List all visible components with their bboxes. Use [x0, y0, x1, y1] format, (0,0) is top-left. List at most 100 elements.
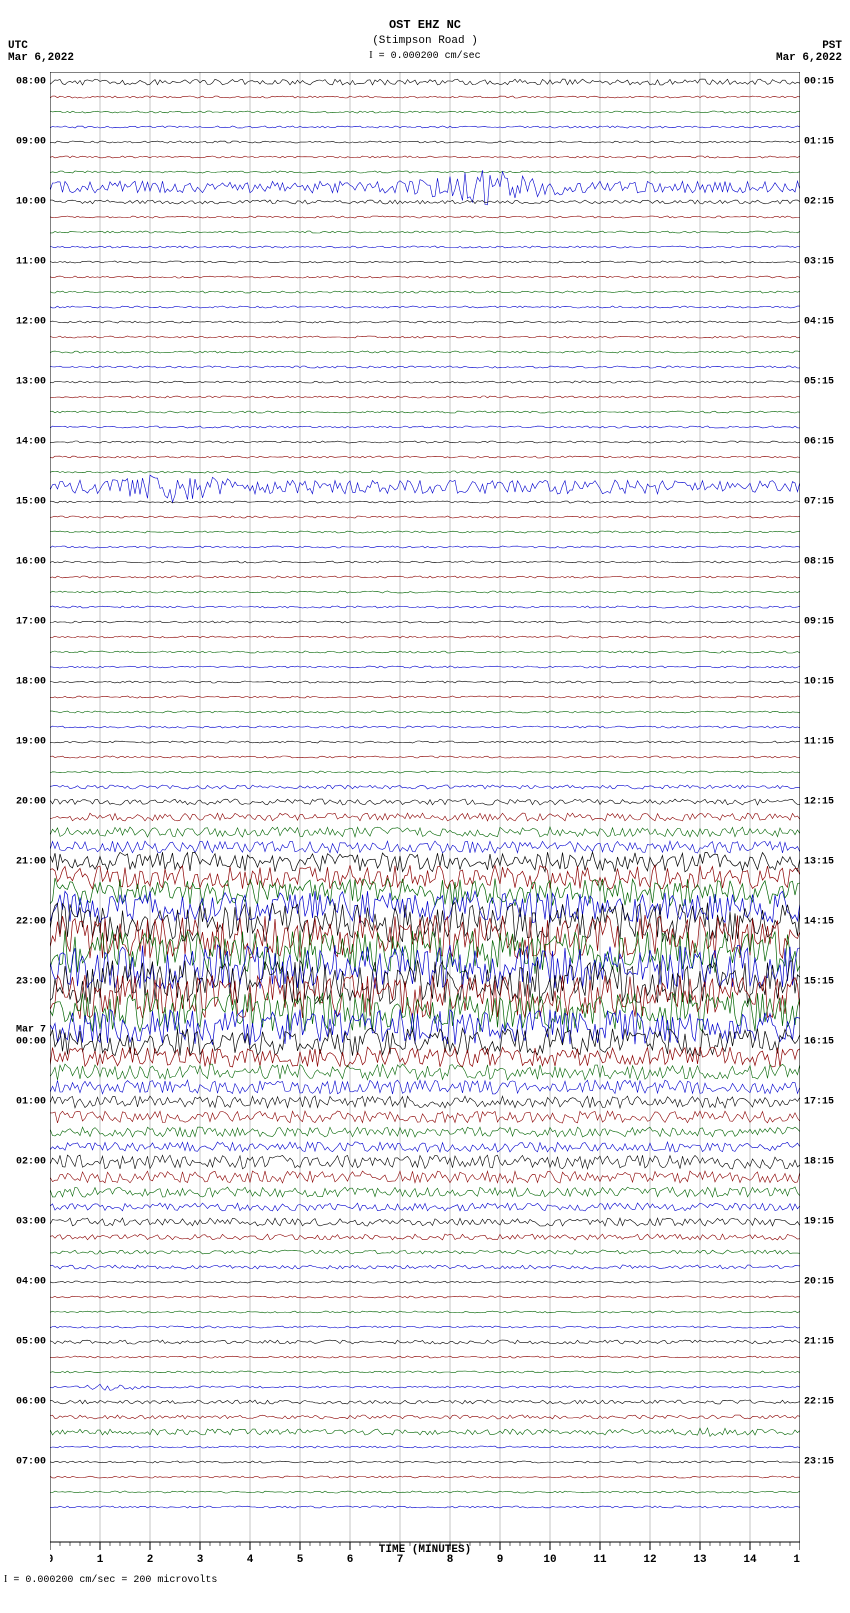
utc-hour-label: 21:00 [16, 856, 46, 867]
seismic-trace [50, 1461, 800, 1463]
pst-hour-label: 13:15 [804, 856, 834, 867]
date-right-label: Mar 6,2022 [776, 52, 842, 64]
seismic-trace [50, 1203, 800, 1211]
seismic-trace [50, 276, 800, 278]
seismic-trace [50, 651, 800, 653]
seismic-trace [50, 636, 800, 638]
svg-text:3: 3 [197, 1554, 204, 1566]
seismic-trace [50, 501, 800, 503]
pst-hour-label: 06:15 [804, 436, 834, 447]
date-left-label: Mar 6,2022 [8, 52, 74, 64]
utc-hour-label: 12:00 [16, 316, 46, 327]
utc-hour-label: 13:00 [16, 376, 46, 387]
seismic-trace [50, 1064, 800, 1080]
pst-hour-label: 19:15 [804, 1216, 834, 1227]
station-subtitle: (Stimpson Road ) [0, 34, 850, 48]
seismic-trace [50, 381, 800, 383]
pst-hour-label: 04:15 [804, 316, 834, 327]
seismic-trace [50, 531, 800, 533]
utc-hour-label: 15:00 [16, 496, 46, 507]
seismic-trace [50, 696, 800, 698]
pst-hour-label: 16:15 [804, 1036, 834, 1047]
seismic-trace [50, 666, 800, 668]
svg-text:0: 0 [50, 1554, 53, 1566]
seismic-trace [50, 741, 800, 743]
seismic-trace [50, 336, 800, 338]
amplitude-scale-top: I = 0.000200 cm/sec [0, 50, 850, 62]
seismic-trace [50, 200, 800, 204]
seismic-trace [50, 785, 800, 789]
svg-text:11: 11 [593, 1554, 607, 1566]
seismic-trace [50, 591, 800, 593]
utc-hour-label: 05:00 [16, 1336, 46, 1347]
seismic-trace [50, 1218, 800, 1226]
pst-hour-label: 11:15 [804, 736, 834, 747]
utc-hour-label: 17:00 [16, 616, 46, 627]
seismic-trace [50, 366, 800, 368]
seismic-trace [50, 1326, 800, 1328]
seismic-trace [50, 79, 800, 85]
pst-hour-label: 15:15 [804, 976, 834, 987]
seismic-trace [50, 96, 800, 98]
utc-hour-label: 16:00 [16, 556, 46, 567]
svg-text:7: 7 [397, 1554, 404, 1566]
utc-hour-label: 07:00 [16, 1456, 46, 1467]
pst-hour-label: 20:15 [804, 1276, 834, 1287]
seismic-trace [50, 396, 800, 398]
utc-hour-label: 20:00 [16, 796, 46, 807]
seismic-trace [50, 216, 800, 218]
seismic-trace [50, 621, 800, 623]
seismic-trace [50, 441, 800, 443]
svg-text:5: 5 [297, 1554, 304, 1566]
utc-hour-label: 04:00 [16, 1276, 46, 1287]
seismic-trace [50, 1296, 800, 1298]
seismic-trace [50, 1127, 800, 1137]
pst-hour-label: 03:15 [804, 256, 834, 267]
seismic-trace [50, 1400, 800, 1404]
pst-hour-label: 18:15 [804, 1156, 834, 1167]
seismic-trace [50, 1356, 800, 1358]
seismic-trace [50, 1476, 800, 1478]
seismic-trace [50, 306, 800, 308]
station-title: OST EHZ NC [0, 18, 850, 34]
svg-text:10: 10 [543, 1554, 556, 1566]
svg-text:12: 12 [643, 1554, 656, 1566]
utc-hour-label: 10:00 [16, 196, 46, 207]
seismic-trace [50, 1047, 800, 1067]
pst-hour-label: 08:15 [804, 556, 834, 567]
seismic-trace [50, 576, 800, 578]
seismic-trace [50, 813, 800, 821]
svg-text:4: 4 [247, 1554, 254, 1566]
utc-hour-label: 00:00 [16, 1036, 46, 1047]
seismic-trace [50, 411, 800, 413]
seismic-trace [50, 1250, 800, 1254]
seismic-trace [50, 141, 800, 143]
seismic-trace [50, 291, 800, 293]
pst-hour-label: 02:15 [804, 196, 834, 207]
seismic-trace [50, 426, 800, 428]
pst-hour-label: 07:15 [804, 496, 834, 507]
seismic-trace [50, 111, 800, 113]
pst-hour-label: 21:15 [804, 1336, 834, 1347]
utc-hour-label: 06:00 [16, 1396, 46, 1407]
seismic-trace [50, 960, 800, 1004]
seismic-trace [50, 726, 800, 728]
seismic-trace [50, 561, 800, 563]
utc-hour-label: 01:00 [16, 1096, 46, 1107]
seismic-trace [50, 261, 800, 263]
seismic-trace [50, 156, 800, 158]
utc-hour-label: 02:00 [16, 1156, 46, 1167]
seismic-trace [50, 1428, 800, 1437]
utc-hour-label: 03:00 [16, 1216, 46, 1227]
seismogram-plot: 012345678910111213141508:0009:0010:0011:… [50, 72, 800, 1542]
seismic-trace [50, 711, 800, 713]
seismic-trace [50, 351, 800, 353]
seismic-trace [50, 878, 800, 906]
utc-hour-label: 11:00 [16, 256, 46, 267]
seismic-trace [50, 865, 800, 889]
svg-text:14: 14 [743, 1554, 757, 1566]
seismic-trace [50, 1506, 800, 1508]
seismic-trace [50, 1371, 800, 1373]
utc-hour-label: 19:00 [16, 736, 46, 747]
seismic-trace [50, 471, 800, 473]
